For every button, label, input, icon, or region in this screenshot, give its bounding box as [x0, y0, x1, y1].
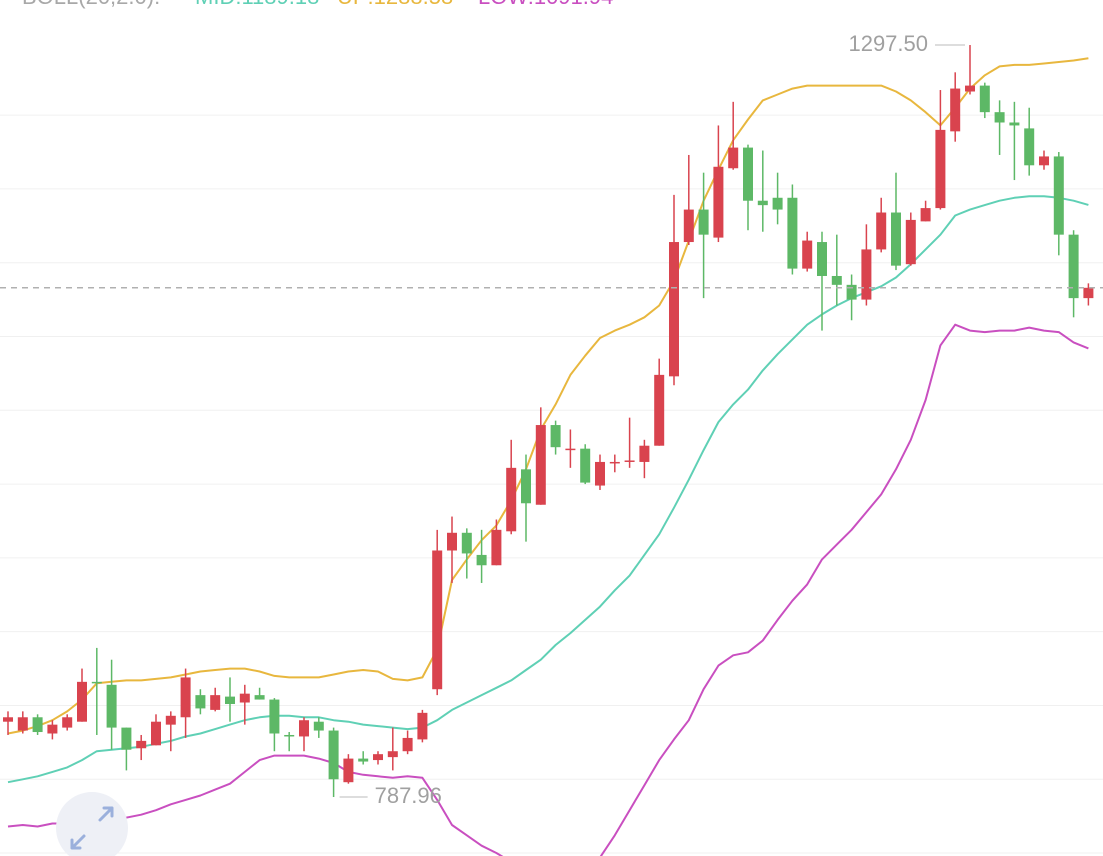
candle-body	[417, 712, 428, 740]
candle-body	[17, 717, 28, 731]
candle-body	[1068, 234, 1079, 299]
candle-body	[713, 166, 724, 238]
candle-body	[476, 554, 487, 566]
candle-body	[550, 425, 561, 448]
candle-body	[225, 696, 235, 704]
candle-body	[728, 147, 739, 169]
indicator-title: BOLL(20,2.0):	[22, 0, 160, 9]
candle-body	[698, 209, 709, 235]
candle-body	[461, 532, 472, 554]
candle-body	[935, 129, 946, 209]
candle-body	[521, 469, 531, 504]
candle-body	[565, 448, 576, 451]
candle-body	[994, 112, 1005, 123]
candle-body	[151, 721, 161, 746]
candle-body	[743, 147, 753, 201]
candle-body	[802, 240, 813, 269]
candle-body	[595, 461, 605, 486]
candle-body	[535, 425, 546, 505]
candle-body	[772, 197, 783, 210]
expand-button-bg[interactable]	[56, 792, 128, 856]
candle-body	[358, 758, 369, 762]
bollinger-lines	[7, 57, 1089, 856]
candle-body	[1083, 287, 1094, 299]
candle-body	[387, 751, 398, 758]
boll-line	[7, 195, 1089, 784]
candle-body	[624, 460, 635, 462]
legend-entry: MID:1189.18	[195, 0, 319, 9]
candle-body	[299, 720, 309, 737]
candle-body	[47, 724, 58, 734]
candle-body	[965, 85, 975, 92]
expand-icon[interactable]	[70, 806, 114, 850]
candle-body	[210, 695, 221, 710]
candle-body	[669, 242, 679, 377]
expand-button[interactable]	[56, 792, 128, 856]
candle-body	[876, 212, 887, 250]
candle-body	[831, 275, 842, 285]
candle-body	[787, 197, 798, 269]
boll-line	[7, 57, 1089, 735]
candle-body	[846, 284, 857, 300]
candle-body	[861, 249, 872, 300]
candle-body	[313, 721, 324, 731]
candle-body	[905, 219, 916, 265]
candle-body	[328, 730, 339, 780]
candles	[3, 45, 1094, 798]
candle-body	[1053, 156, 1064, 235]
candle-body	[32, 717, 43, 733]
candle-body	[373, 754, 383, 761]
candle-body	[180, 677, 191, 718]
candle-body	[1039, 156, 1049, 166]
candle-body	[891, 212, 901, 266]
candle-body	[920, 208, 931, 222]
candle-body	[506, 467, 517, 532]
candle-body	[254, 695, 265, 700]
candle-body	[284, 734, 295, 737]
candle-body	[432, 550, 443, 690]
candle-body	[121, 727, 132, 750]
candle-body	[195, 695, 206, 709]
candle-body	[165, 715, 176, 725]
candle-body	[136, 740, 147, 749]
candle-body	[580, 448, 591, 483]
candle-body	[269, 699, 280, 734]
candle-body	[62, 717, 73, 728]
candle-body	[979, 85, 990, 113]
candle-body	[77, 681, 87, 722]
candle-body	[817, 242, 827, 276]
candle-body	[1024, 128, 1035, 166]
candle-body	[447, 532, 457, 551]
labels: 1297.50 787.96	[0, 31, 1103, 808]
candle-body	[639, 445, 650, 462]
boll-line	[7, 323, 1089, 856]
candle-body	[343, 758, 354, 783]
candle-body	[1009, 122, 1020, 126]
candle-body	[654, 374, 665, 446]
candle-body	[950, 88, 961, 132]
candle-body	[491, 529, 502, 566]
candle-body	[106, 684, 117, 728]
candle-body	[757, 200, 768, 206]
legend-entry: UP:1288.58	[337, 0, 453, 9]
candle-body	[609, 461, 620, 464]
candle-body	[239, 693, 250, 703]
candle-body	[3, 717, 13, 722]
legend-entry: LOW:1091.94	[478, 0, 613, 9]
min-label: 787.96	[375, 783, 442, 808]
candle-body	[402, 737, 413, 752]
max-label: 1297.50	[848, 31, 928, 56]
candle-body	[683, 209, 694, 243]
candle-body	[91, 681, 102, 684]
